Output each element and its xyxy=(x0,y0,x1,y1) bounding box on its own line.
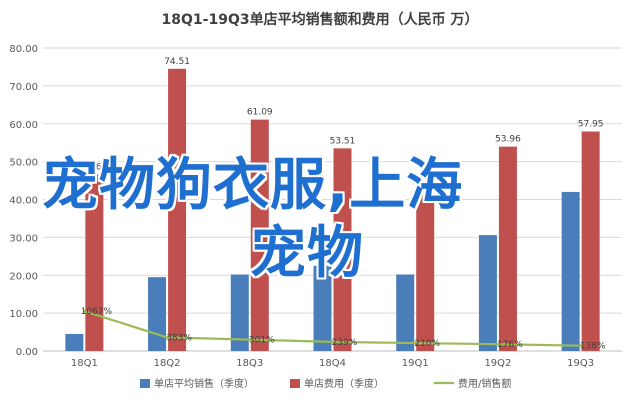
bar xyxy=(416,190,435,351)
line-data-label: 1067% xyxy=(81,307,113,317)
line-point xyxy=(248,338,252,342)
y-tick-label: 20.00 xyxy=(9,271,38,282)
line-data-label: 239% xyxy=(332,338,358,348)
bar-data-label: 61.09 xyxy=(247,108,273,118)
line-point xyxy=(331,340,334,344)
bar xyxy=(168,68,187,352)
y-tick-label: 0.00 xyxy=(16,347,38,358)
bar xyxy=(498,146,517,351)
x-tick-label: 19Q2 xyxy=(484,358,511,369)
legend-label: 单店费用（季度） xyxy=(304,377,384,390)
x-tick-label: 18Q2 xyxy=(154,358,181,369)
bar xyxy=(230,274,249,351)
bar xyxy=(333,148,352,351)
bar-data-label: 46.63 xyxy=(81,162,107,172)
y-tick-label: 40.00 xyxy=(9,196,38,207)
bar xyxy=(65,333,84,351)
line-data-label: 176% xyxy=(497,340,523,350)
line-point xyxy=(82,309,86,313)
bar xyxy=(313,265,332,351)
x-tick-label: 18Q1 xyxy=(71,358,98,369)
bar xyxy=(478,235,497,351)
line-data-label: 383% xyxy=(166,333,192,343)
line-data-label: 210% xyxy=(414,339,440,349)
x-tick-label: 18Q3 xyxy=(236,358,263,369)
bar-data-label: 57.95 xyxy=(578,120,604,130)
bar xyxy=(396,274,415,351)
chart-title: 18Q1-19Q3单店平均销售额和费用（人民币 万） xyxy=(162,11,479,28)
line-point xyxy=(496,342,500,346)
overlay-text-line2: 宠物 xyxy=(250,221,364,286)
legend-label: 单店平均销售（季度） xyxy=(154,377,254,390)
bar-data-label: 53.96 xyxy=(495,135,521,145)
y-tick-label: 30.00 xyxy=(9,233,38,244)
line-data-label: 301% xyxy=(249,336,275,346)
line-point xyxy=(579,344,583,348)
bar-data-label: 74.51 xyxy=(164,57,190,67)
bar-data-label: 42.43 xyxy=(412,178,438,188)
bar xyxy=(581,131,600,351)
bar xyxy=(561,191,580,351)
y-tick-label: 70.00 xyxy=(9,82,38,93)
bar xyxy=(250,119,269,351)
bar xyxy=(85,174,104,351)
x-tick-label: 19Q3 xyxy=(567,358,594,369)
y-tick-label: 60.00 xyxy=(9,120,38,131)
y-tick-label: 80.00 xyxy=(9,44,38,55)
legend-label: 费用/销售额 xyxy=(458,377,511,390)
y-tick-label: 50.00 xyxy=(9,158,38,169)
legend-swatch xyxy=(140,379,150,388)
bar xyxy=(148,277,167,351)
line-data-label: 138% xyxy=(580,342,606,352)
y-tick-label: 10.00 xyxy=(9,309,38,320)
legend-swatch xyxy=(290,379,300,388)
bar-data-label: 53.51 xyxy=(330,136,356,146)
line-point xyxy=(165,335,169,339)
line-point xyxy=(413,341,417,345)
x-tick-label: 19Q1 xyxy=(402,358,429,369)
x-tick-label: 18Q4 xyxy=(319,358,346,369)
overlay-text-line1: 宠物狗衣服,上海 xyxy=(42,153,464,218)
